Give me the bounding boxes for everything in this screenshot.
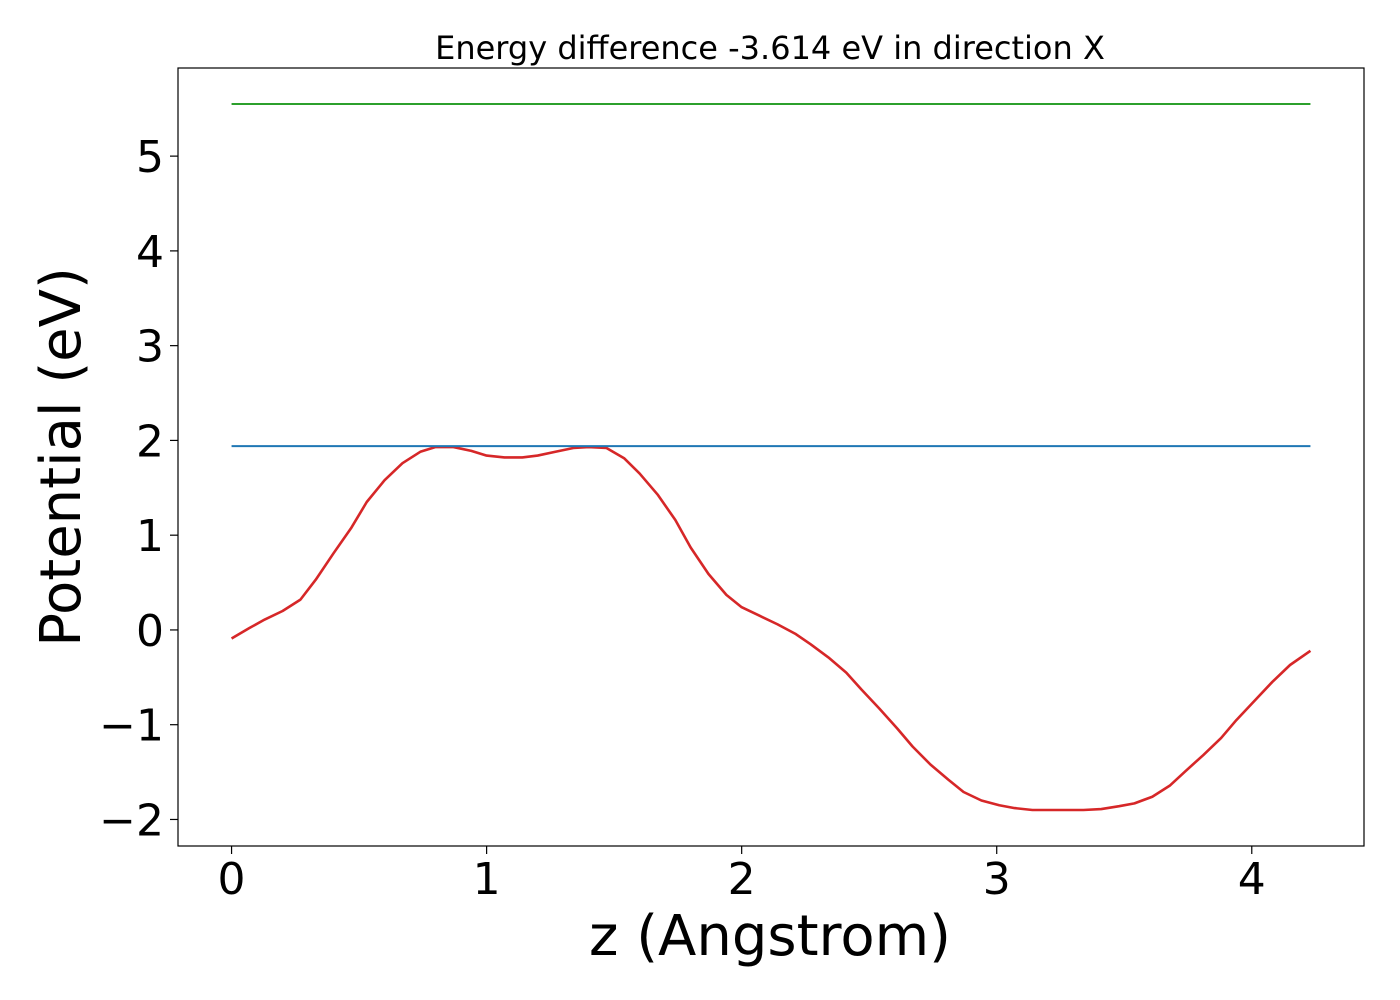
x-axis-label: z (Angstrom) — [589, 904, 951, 969]
x-tick-label: 4 — [1238, 854, 1266, 905]
y-tick-label: 4 — [136, 227, 164, 278]
x-tick-label: 2 — [728, 854, 756, 905]
y-tick-label: 3 — [136, 322, 164, 373]
y-tick-label: −1 — [99, 701, 164, 752]
x-axis: 0 1 2 3 4 — [218, 846, 1266, 905]
y-axis: −2 −1 0 1 2 3 4 5 — [99, 132, 178, 846]
x-tick-label: 1 — [473, 854, 501, 905]
x-tick-label: 3 — [983, 854, 1011, 905]
y-tick-label: 5 — [136, 132, 164, 183]
y-tick-label: 0 — [136, 606, 164, 657]
series-line-0 — [230, 445, 1312, 812]
series-layer — [230, 103, 1312, 812]
y-tick-label: −2 — [99, 795, 164, 846]
x-tick-label: 0 — [218, 854, 246, 905]
y-tick-label: 2 — [136, 416, 164, 467]
y-tick-label: 1 — [136, 511, 164, 562]
y-axis-label: Potential (eV) — [29, 267, 94, 647]
plot-frame — [177, 67, 1365, 847]
chart-title: Energy difference -3.614 eV in direction… — [435, 29, 1105, 67]
